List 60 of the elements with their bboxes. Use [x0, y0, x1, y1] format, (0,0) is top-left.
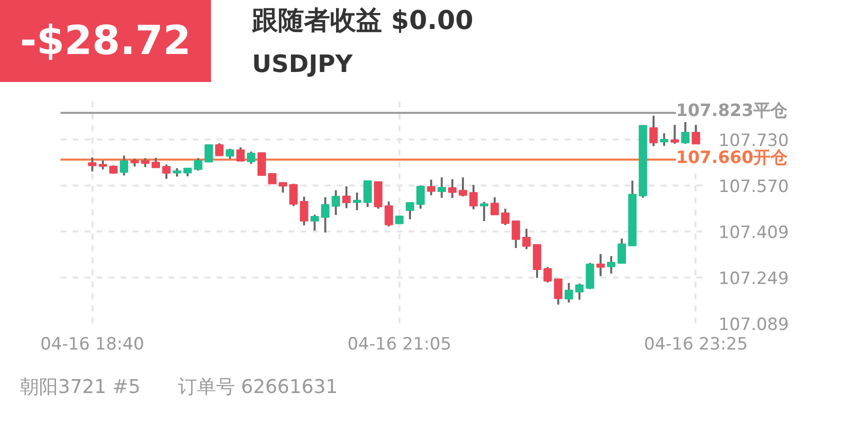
candlestick	[406, 202, 414, 220]
candlestick	[310, 214, 319, 232]
candlestick	[194, 157, 202, 172]
candlestick	[300, 196, 308, 226]
candlestick	[289, 182, 298, 208]
candlestick	[226, 148, 234, 160]
x-tick-label: 04-16 21:05	[347, 334, 452, 354]
candlestick	[692, 124, 700, 145]
candlestick	[490, 196, 499, 216]
candlestick	[342, 185, 351, 210]
candlestick	[321, 196, 330, 234]
candlestick	[204, 144, 213, 164]
candlestick	[543, 266, 552, 284]
y-tick-label: 107.570	[718, 176, 789, 197]
candlestick	[564, 282, 574, 304]
y-tick-label: 107.409	[718, 223, 789, 244]
candlestick	[512, 220, 520, 250]
chart-subtitle: USDJPY	[252, 50, 353, 79]
text: 朝阳3721 #5	[20, 376, 140, 399]
candlestick	[575, 282, 584, 301]
candlestick	[363, 180, 372, 208]
candlestick	[152, 156, 160, 169]
text: -$28.72	[20, 17, 191, 65]
candlestick	[162, 164, 171, 180]
ref-line-label: 107.823平仓	[676, 101, 788, 122]
candlestick	[278, 182, 288, 194]
candlestick	[448, 178, 457, 200]
candlestick	[426, 178, 436, 196]
candlestick	[660, 132, 668, 147]
candlestick	[480, 200, 488, 222]
candlestick	[438, 176, 446, 199]
candlestick	[215, 142, 224, 157]
candlestick	[670, 124, 679, 145]
candlestick	[384, 200, 393, 228]
candlestick	[332, 189, 340, 216]
candlestick	[258, 152, 266, 176]
candlestick	[236, 146, 245, 162]
y-tick-label: 107.089	[718, 315, 789, 335]
candlestick	[681, 120, 690, 145]
chart-title: 跟随者收益 $0.00	[252, 6, 474, 38]
candlestick	[268, 173, 277, 184]
candlestick	[522, 228, 531, 250]
candlestick	[246, 150, 256, 165]
candlestick	[88, 156, 96, 172]
candlestick	[649, 114, 658, 148]
candlestick	[606, 255, 616, 275]
candlestick	[352, 192, 362, 212]
x-tick-label: 04-16 18:40	[40, 334, 144, 354]
candlestick	[618, 238, 626, 264]
y-tick-label: 107.249	[718, 269, 789, 290]
candlestick	[458, 176, 468, 198]
candlestick	[469, 184, 478, 210]
candlestick	[416, 184, 425, 210]
x-tick-label: 04-16 23:25	[644, 334, 748, 354]
candlestick	[596, 253, 605, 278]
text: 订单号 62661631	[178, 376, 338, 399]
candlestick	[501, 208, 510, 226]
candlestick	[554, 278, 562, 306]
candlestick	[120, 154, 128, 176]
ref-line-label: 107.660开仓	[676, 148, 788, 168]
